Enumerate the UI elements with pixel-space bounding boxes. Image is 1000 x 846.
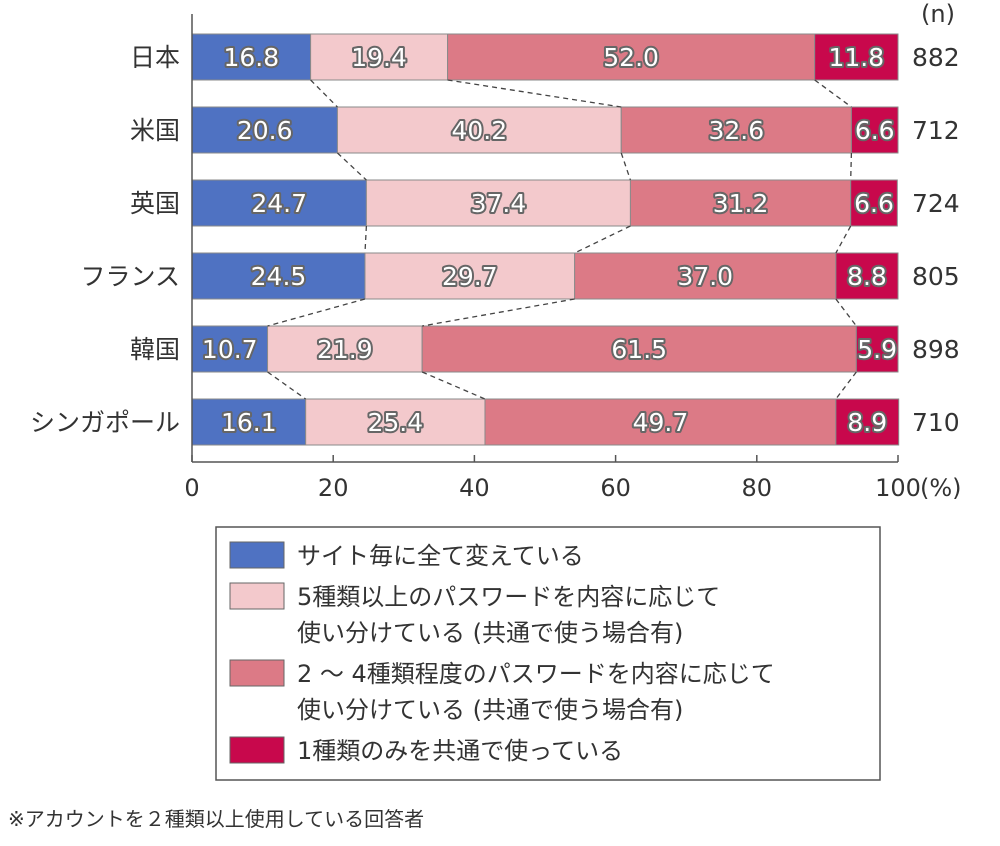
bar-segment — [850, 106, 899, 154]
bar-segment — [855, 325, 899, 373]
n-value: 882 — [912, 43, 960, 72]
category-label: 英国 — [130, 189, 180, 218]
data-label: 19.4 — [351, 43, 407, 72]
data-label: 5.9 — [857, 335, 897, 364]
connector-line — [835, 298, 857, 327]
connector-line — [835, 371, 857, 400]
bar-segment — [191, 106, 338, 154]
connector-line — [574, 225, 631, 254]
connector-line — [310, 79, 338, 108]
legend-swatch — [229, 736, 285, 764]
x-tick-label: 60 — [600, 474, 631, 502]
x-tick-label: 80 — [742, 474, 773, 502]
legend-swatch — [229, 541, 285, 569]
bar-segment — [365, 179, 631, 227]
category-label: シンガポール — [30, 408, 180, 437]
bar-segment — [850, 179, 898, 227]
bar-segment — [835, 398, 900, 446]
connector-line — [850, 152, 853, 181]
data-label: 6.6 — [855, 116, 895, 145]
category-label: フランス — [80, 262, 180, 291]
data-label: 16.1 — [221, 408, 277, 437]
connector-line — [620, 152, 632, 181]
data-label: 32.6 — [708, 116, 764, 145]
data-label: 21.9 — [317, 335, 373, 364]
bar-segment — [191, 252, 366, 300]
legend-label: 1種類のみを共通で使っている — [297, 737, 623, 765]
category-label: 日本 — [130, 43, 180, 72]
bar-segment — [191, 398, 307, 446]
data-label: 52.0 — [603, 43, 659, 72]
n-value: 805 — [912, 262, 960, 291]
bar-segment — [267, 325, 423, 373]
x-tick-label: 40 — [459, 474, 490, 502]
data-label: 24.5 — [251, 262, 307, 291]
n-header: (n) — [921, 0, 955, 28]
legend-label: 使い分けている (共通で使う場合有) — [297, 619, 683, 647]
bar-segment — [364, 252, 576, 300]
legend-label: 使い分けている (共通で使う場合有) — [297, 696, 683, 724]
data-label: 8.8 — [847, 262, 887, 291]
bar-segment — [447, 33, 816, 81]
connector-line — [267, 371, 307, 400]
bar-segment — [814, 33, 899, 81]
legend-swatch — [229, 659, 285, 687]
bar-segment — [620, 106, 852, 154]
x-tick-label: 0 — [184, 474, 199, 502]
legend-label: 5種類以上のパスワードを内容に応じて — [297, 583, 720, 611]
bar-segment — [305, 398, 486, 446]
x-tick-label: 100 — [875, 474, 921, 502]
x-axis-unit: (%) — [920, 474, 962, 502]
x-tick-label: 20 — [318, 474, 349, 502]
data-label: 20.6 — [237, 116, 293, 145]
bar-segment — [484, 398, 837, 446]
data-label: 16.8 — [223, 43, 279, 72]
data-label: 40.2 — [452, 116, 508, 145]
data-label: 8.9 — [847, 408, 887, 437]
connector-line — [421, 371, 486, 400]
connector-line — [364, 225, 368, 254]
data-label: 61.5 — [611, 335, 667, 364]
bar-segment — [191, 33, 312, 81]
data-label: 29.7 — [442, 262, 498, 291]
n-value: 710 — [912, 408, 960, 437]
connector-line — [447, 79, 622, 108]
connector-line — [267, 298, 366, 327]
data-label: 37.0 — [677, 262, 733, 291]
connector-line — [422, 298, 575, 327]
bar-segment — [835, 252, 899, 300]
category-label: 米国 — [130, 116, 180, 145]
data-label: 31.2 — [713, 189, 769, 218]
data-label: 6.6 — [854, 189, 894, 218]
data-label: 11.8 — [829, 43, 885, 72]
connector-line — [814, 79, 852, 108]
bar-segment — [336, 106, 622, 154]
data-label: 37.4 — [471, 189, 527, 218]
bar-segment — [310, 33, 449, 81]
n-value: 898 — [912, 335, 960, 364]
legend-box — [215, 526, 881, 781]
connector-line — [835, 225, 852, 254]
data-label: 24.7 — [251, 189, 307, 218]
data-label: 10.7 — [202, 335, 258, 364]
legend-swatch — [229, 582, 285, 610]
data-label: 25.4 — [367, 408, 423, 437]
legend-label: 2 ～ 4種類程度のパスワードを内容に応じて — [297, 660, 775, 688]
footnote: ※アカウントを２種類以上使用している回答者 — [8, 807, 424, 831]
category-label: 韓国 — [130, 335, 180, 364]
data-label: 49.7 — [633, 408, 689, 437]
bar-segment — [421, 325, 857, 373]
n-value: 724 — [912, 189, 960, 218]
connector-line — [336, 152, 367, 181]
legend-label: サイト毎に全て変えている — [297, 542, 584, 570]
n-value: 712 — [912, 116, 960, 145]
